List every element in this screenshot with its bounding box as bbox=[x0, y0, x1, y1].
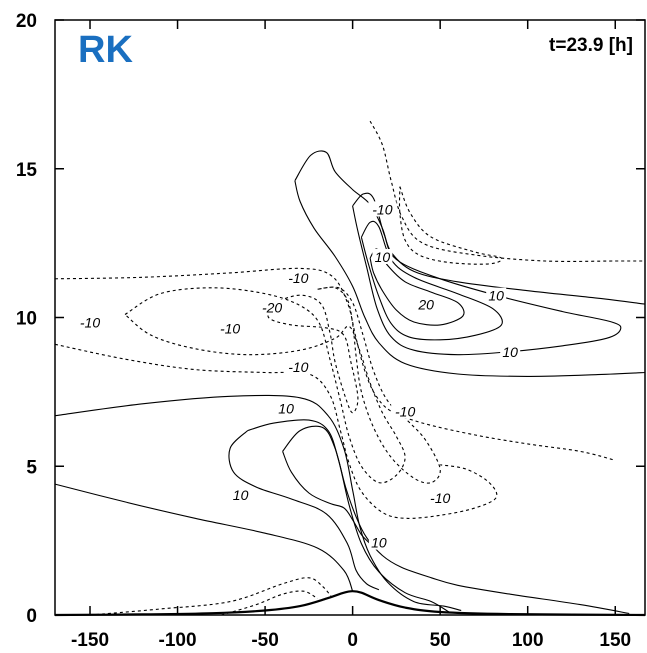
negative-contour-line bbox=[398, 186, 503, 265]
contour-label-bg bbox=[276, 400, 297, 416]
panel-label: RK bbox=[78, 29, 133, 71]
negative-contour-line bbox=[369, 120, 645, 262]
contour-label: 10 bbox=[233, 487, 249, 503]
contour-label-bg bbox=[284, 269, 313, 285]
contour-label: -10 bbox=[288, 270, 308, 286]
y-tick-label: 0 bbox=[26, 606, 37, 627]
plot-area bbox=[54, 19, 646, 616]
contour-label-bg bbox=[416, 296, 437, 312]
contour-label: -10 bbox=[395, 404, 415, 420]
negative-contour-line bbox=[54, 267, 616, 461]
contour-label-bg bbox=[391, 403, 420, 419]
contour-label-bg bbox=[426, 489, 455, 505]
x-tick-label: -50 bbox=[251, 630, 278, 651]
contour-label-bg bbox=[284, 359, 313, 375]
positive-contour-line bbox=[369, 248, 465, 326]
x-tick-label: 0 bbox=[347, 630, 358, 651]
positive-contour-line bbox=[282, 451, 371, 544]
x-tick-label: 100 bbox=[512, 630, 544, 651]
contour-label: -20 bbox=[262, 300, 282, 316]
contour-label-bg bbox=[486, 287, 507, 303]
positive-contour-line bbox=[282, 425, 630, 615]
contour-label: -10 bbox=[288, 359, 308, 375]
x-tick-labels: -150 -100 -50 0 50 100 150 bbox=[71, 630, 631, 651]
contour-label-bg bbox=[258, 299, 287, 315]
positive-contour-line bbox=[228, 430, 380, 591]
contour-label: -10 bbox=[220, 320, 240, 336]
negative-contour-line bbox=[267, 294, 359, 414]
contour-label: 20 bbox=[417, 297, 434, 313]
positive-contour-line bbox=[360, 220, 503, 341]
contour-label: 10 bbox=[278, 401, 294, 417]
positive-contour-line bbox=[294, 180, 646, 377]
contour-label-bg bbox=[216, 320, 245, 336]
positive-contour-line bbox=[54, 394, 462, 612]
y-tick-label: 20 bbox=[16, 11, 37, 32]
terrain-line bbox=[54, 590, 646, 617]
contour-label: -10 bbox=[80, 314, 100, 330]
y-tick-label: 5 bbox=[26, 457, 37, 478]
negative-contour-line bbox=[221, 590, 318, 616]
axis-ticks bbox=[55, 19, 645, 616]
x-tick-label: 150 bbox=[599, 630, 631, 651]
y-tick-labels: 0 5 10 15 20 bbox=[16, 11, 38, 627]
negative-contour-line bbox=[124, 287, 406, 484]
contour-label: -10 bbox=[430, 490, 450, 506]
contour-label-bg bbox=[372, 249, 393, 264]
contour-label: 10 bbox=[488, 288, 504, 304]
y-tick-label: 10 bbox=[16, 309, 37, 330]
positive-contour-line bbox=[352, 192, 622, 356]
contour-label-bg bbox=[76, 314, 105, 330]
contour-label-bg bbox=[368, 201, 397, 217]
x-tick-label: 50 bbox=[430, 630, 451, 651]
time-annotation: t=23.9 [h] bbox=[549, 35, 633, 56]
y-tick-label: 15 bbox=[16, 160, 38, 181]
contour-label-bg bbox=[368, 534, 389, 550]
contour-label-bg bbox=[230, 487, 251, 502]
contour-label-bg bbox=[500, 344, 521, 360]
x-tick-label: -100 bbox=[159, 630, 197, 651]
contour-label: 10 bbox=[371, 535, 387, 551]
negative-contour-line bbox=[317, 286, 441, 484]
contour-label: -10 bbox=[372, 201, 392, 217]
negative-contour-line bbox=[89, 577, 333, 616]
positive-contour-line bbox=[54, 483, 354, 592]
contour-labels: 10 10 10 -10 -10 -20 -10 -10 -10 -10 -10 10 20 10 10 bbox=[76, 201, 521, 551]
negative-contour-line bbox=[54, 343, 498, 519]
contour-lines bbox=[54, 120, 646, 616]
contour-label: 10 bbox=[375, 249, 391, 265]
positive-contour-line bbox=[247, 419, 450, 613]
contour-label: 10 bbox=[502, 344, 518, 360]
x-tick-label: -150 bbox=[71, 630, 109, 651]
terrain-profile bbox=[54, 590, 646, 617]
positive-contour-line bbox=[294, 150, 646, 305]
